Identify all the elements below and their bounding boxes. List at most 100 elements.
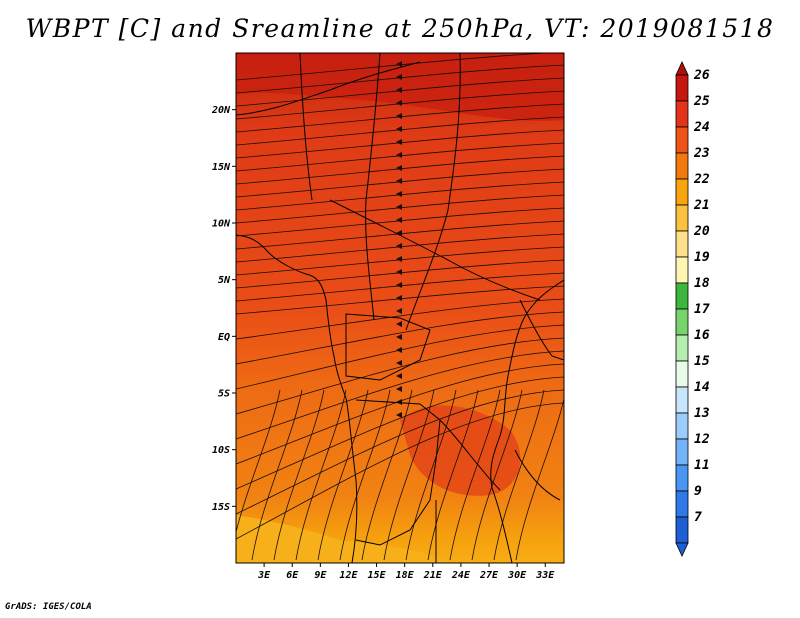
- latitude-axis: 20N 15N 10N 5N EQ 5S 10S 15S: [211, 105, 236, 513]
- lon-tick-label: 27E: [479, 570, 499, 581]
- streamline-arrow: [396, 308, 402, 314]
- streamline-south: [383, 389, 435, 561]
- colorbar-swatch: [675, 516, 689, 544]
- streamline-arrow: [396, 113, 402, 119]
- streamline-arrow: [396, 126, 402, 132]
- lon-tick-label: 33E: [535, 570, 555, 581]
- streamline: [236, 207, 564, 237]
- colorbar-swatch: [675, 152, 689, 180]
- streamline-arrow: [396, 74, 402, 80]
- streamline-south: [515, 397, 564, 561]
- border-6: [345, 313, 431, 381]
- colorbar-swatch: [675, 412, 689, 440]
- streamline: [236, 194, 564, 224]
- streamline-south: [295, 389, 347, 561]
- colorbar-swatch: [675, 74, 689, 102]
- map-title: WBPT [C] and Sreamline at 250hPa, VT: 20…: [25, 14, 775, 43]
- colorbar-label: 17: [694, 302, 710, 317]
- streamline: [236, 142, 564, 172]
- streamline-arrow: [396, 100, 402, 106]
- streamline: [236, 233, 564, 263]
- streamline: [236, 246, 564, 276]
- wbpt-low-region: [236, 515, 450, 563]
- colorbar-label: 13: [694, 406, 710, 421]
- colorbar-swatch: [675, 100, 689, 128]
- streamline: [236, 298, 564, 340]
- streamline: [236, 181, 564, 211]
- streamline-south: [361, 389, 413, 561]
- border-10: [514, 449, 561, 501]
- lon-tick-label: 21E: [423, 570, 443, 581]
- streamline: [236, 220, 564, 250]
- streamline-arrow: [396, 360, 402, 366]
- colorbar-label: 16: [694, 328, 710, 343]
- coastlines-borders: [236, 53, 564, 563]
- colorbar-label: 22: [693, 172, 710, 187]
- streamline-arrow: [396, 269, 402, 275]
- colorbar-label: 23: [693, 146, 710, 161]
- border-7: [355, 399, 441, 546]
- streamline-south: [471, 389, 523, 561]
- streamline-arrow: [396, 321, 402, 327]
- streamline-arrow: [396, 386, 402, 392]
- colorbar-label: 18: [694, 276, 710, 291]
- colorbar-swatch: [675, 386, 689, 414]
- colorbar-top-arrow: [675, 61, 689, 76]
- lake-region: [519, 299, 564, 361]
- streamline-arrow: [396, 347, 402, 353]
- streamline-arrow: [396, 178, 402, 184]
- border-2: [365, 53, 381, 321]
- streamline: [236, 389, 564, 515]
- colorbar-label: 9: [694, 484, 702, 499]
- streamline-arrow: [396, 412, 402, 418]
- streamlines: [236, 53, 564, 561]
- lon-tick-label: 3E: [257, 570, 271, 581]
- streamline-arrow: [396, 165, 402, 171]
- lat-tick-label: 10S: [212, 445, 230, 456]
- streamline: [236, 90, 564, 120]
- colorbar-swatch: [675, 282, 689, 310]
- colorbar-swatch: [675, 360, 689, 388]
- lat-tick-label: 15N: [212, 162, 231, 173]
- east-coastline: [490, 279, 564, 563]
- streamline: [236, 285, 564, 315]
- streamline-south: [427, 389, 479, 561]
- colorbar: 26 25 24 23 22 21 20 19 18 17 16 15 14 13 12 11 9 7: [675, 61, 710, 557]
- streamline-arrow: [396, 295, 402, 301]
- colorbar-swatch: [675, 308, 689, 336]
- colorbar-swatch: [675, 334, 689, 362]
- streamline-arrow: [396, 256, 402, 262]
- lat-tick-label: 5N: [218, 275, 231, 286]
- streamline: [236, 77, 564, 107]
- streamline-arrow: [396, 191, 402, 197]
- streamline-arrow: [396, 399, 402, 405]
- streamline-arrow: [396, 87, 402, 93]
- lon-tick-label: 30E: [507, 570, 527, 581]
- streamline-south: [236, 389, 281, 534]
- streamline-arrow: [396, 282, 402, 288]
- border-1: [299, 53, 313, 201]
- colorbar-label: 25: [693, 94, 710, 109]
- map-frame: [235, 52, 565, 564]
- colorbar-label: 7: [694, 510, 702, 525]
- colorbar-swatch: [675, 178, 689, 206]
- streamline-arrow: [396, 243, 402, 249]
- colorbar-swatch: [675, 126, 689, 154]
- border-8: [439, 419, 501, 491]
- streamline: [236, 324, 564, 390]
- streamline-south: [339, 389, 391, 561]
- streamline-arrow: [396, 61, 402, 67]
- streamline: [236, 116, 564, 146]
- streamline: [236, 129, 564, 159]
- streamline: [236, 363, 564, 465]
- lat-tick-label: EQ: [218, 332, 230, 343]
- streamline: [236, 376, 564, 490]
- lat-tick-label: 15S: [212, 502, 230, 513]
- streamline-arrow: [396, 230, 402, 236]
- streamline-arrow: [396, 334, 402, 340]
- colorbar-swatch: [675, 230, 689, 258]
- streamline-south: [449, 389, 501, 561]
- border-5: [329, 199, 541, 301]
- streamline-arrow: [396, 217, 402, 223]
